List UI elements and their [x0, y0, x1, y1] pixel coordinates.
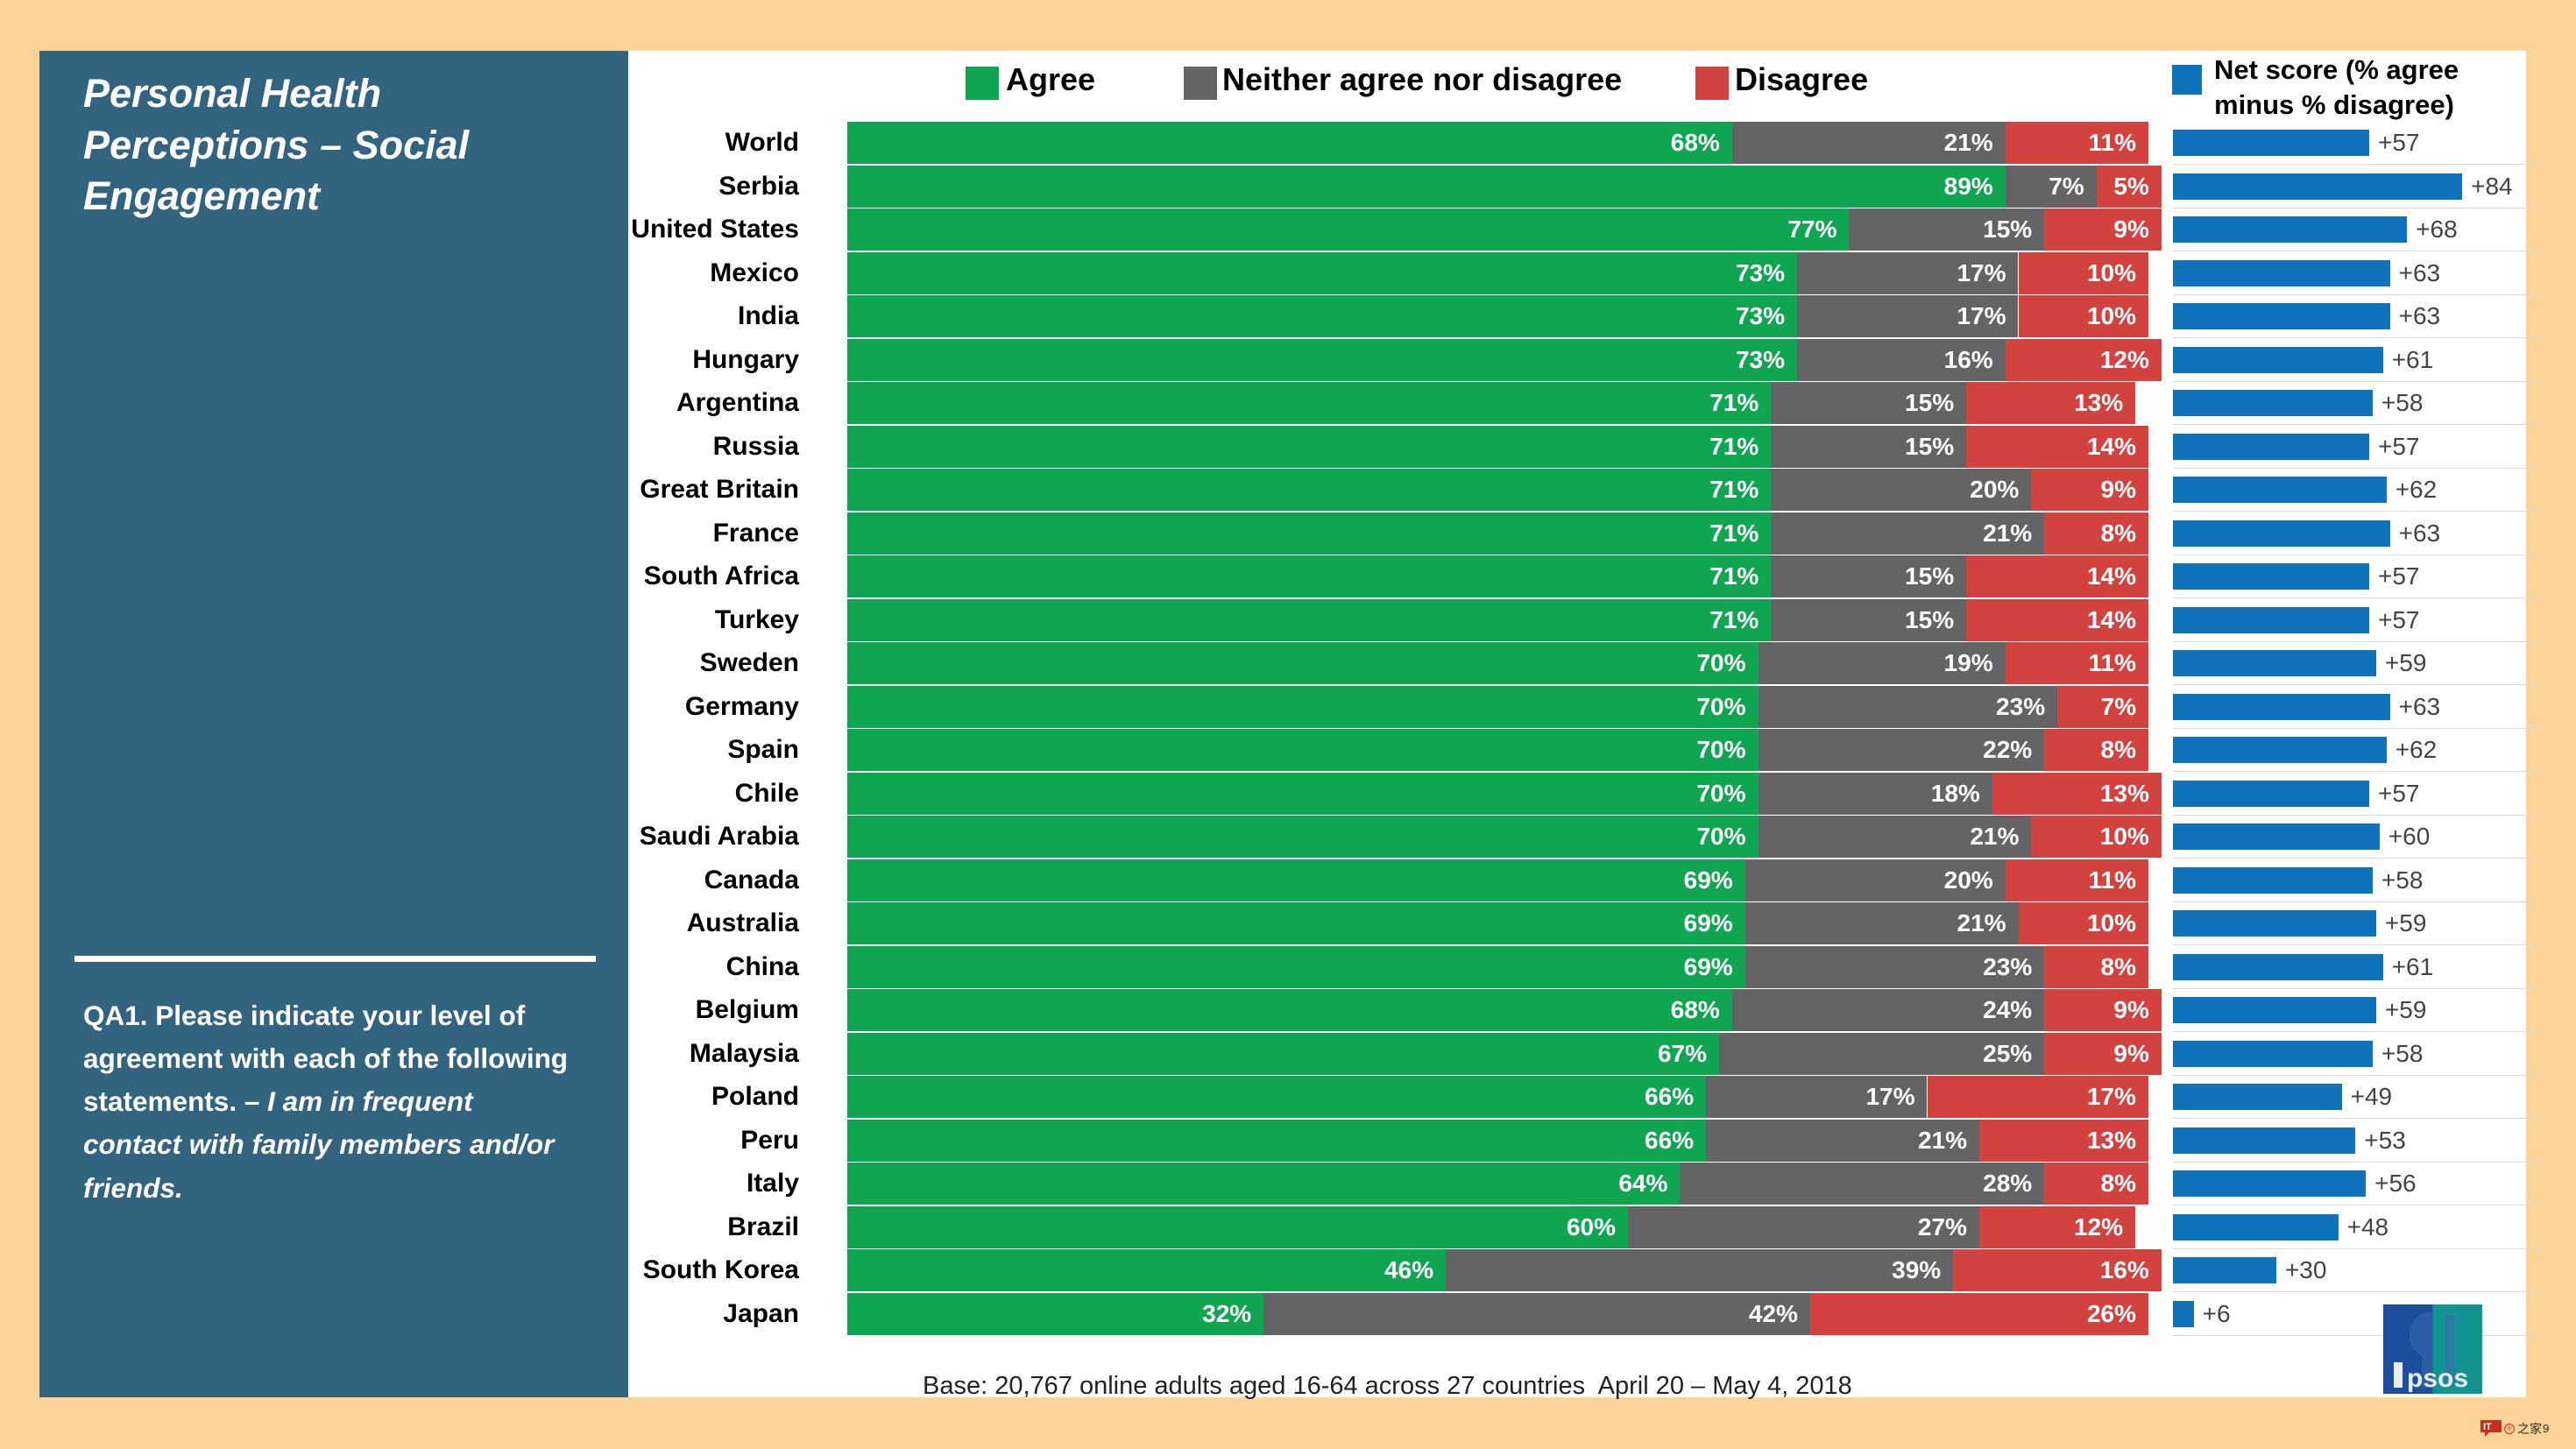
svg-text:IT: IT	[2483, 1422, 2492, 1432]
svg-text:psos: psos	[2407, 1364, 2468, 1393]
